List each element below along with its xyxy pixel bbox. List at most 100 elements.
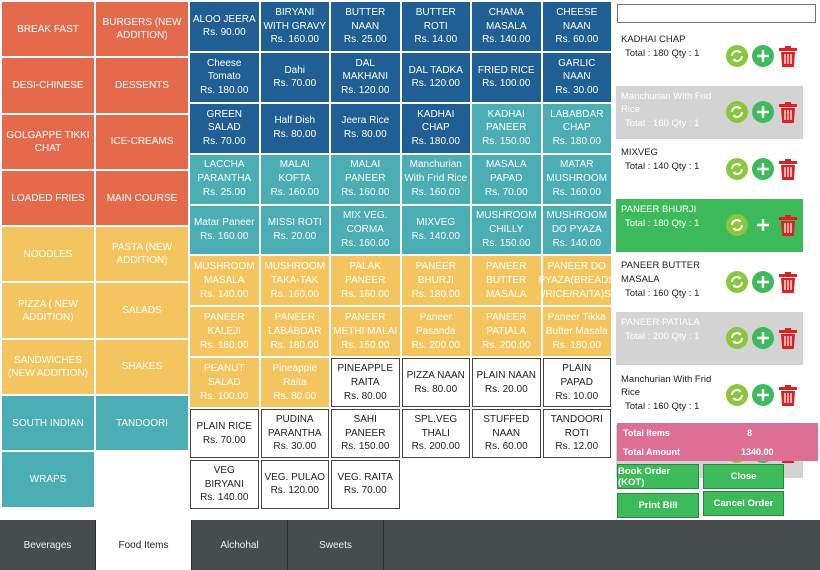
category-item[interactable]: TANDOORI — [96, 396, 188, 451]
menu-item-tile[interactable]: Matar Paneer Rs. 160.00 — [190, 205, 259, 255]
trash-icon[interactable] — [779, 327, 797, 350]
menu-item-tile[interactable]: MASALA PAPAD Rs. 70.00 — [472, 154, 541, 204]
menu-item-tile[interactable]: MIX VEG. CORMA Rs. 160.00 — [331, 205, 400, 255]
menu-item-tile[interactable]: MISSI ROTI Rs. 20.00 — [260, 205, 329, 255]
trash-icon[interactable] — [779, 158, 797, 180]
print-bill-button[interactable]: Print Bill — [617, 493, 699, 518]
search-input[interactable] — [617, 4, 816, 23]
trash-icon[interactable] — [779, 101, 797, 124]
menu-item-tile[interactable]: KADHAI PANEER Rs. 150.00 — [472, 103, 541, 153]
menu-item-tile[interactable]: BUTTER ROTI Rs. 14.00 — [401, 2, 470, 51]
menu-item-tile[interactable]: ALOO JEERA Rs. 90.00 — [190, 2, 259, 51]
menu-item-tile[interactable]: MUSHROOM TAKA-TAK Rs. 160.00 — [260, 256, 329, 306]
plus-icon[interactable] — [752, 270, 774, 293]
refresh-icon[interactable] — [726, 157, 748, 180]
trash-icon[interactable] — [779, 271, 797, 293]
category-item[interactable]: DESSENTS — [96, 58, 188, 113]
menu-item-tile[interactable]: PANEER PATIALA Rs. 200.00 — [472, 307, 541, 357]
menu-item-tile[interactable]: BUTTER NAAN Rs. 25.00 — [331, 2, 400, 51]
menu-item-tile[interactable]: PINEAPPLE RAITA Rs. 80.00 — [331, 358, 400, 408]
menu-item-tile[interactable]: PANEER BHURJI Rs. 180.00 — [401, 256, 470, 306]
category-item[interactable]: BURGERS (NEW ADDITION) — [96, 2, 188, 57]
menu-item-tile[interactable]: MALAI PANEER Rs. 160.00 — [331, 154, 400, 204]
menu-item-tile[interactable]: TANDOORI ROTI Rs. 12.00 — [542, 409, 611, 459]
menu-item-tile[interactable]: PLAIN PAPAD Rs. 10.00 — [542, 358, 611, 408]
menu-item-tile[interactable]: BIRYANI WITH GRAVY Rs. 160.00 — [260, 2, 329, 51]
menu-item-tile[interactable]: MUSHROOM CHILLY Rs. 150.00 — [472, 205, 541, 255]
menu-item-tile[interactable]: Half Dish Rs. 80.00 — [260, 103, 329, 153]
category-item[interactable]: MAIN COURSE — [96, 170, 188, 226]
category-item[interactable]: PASTA (NEW ADDITION) — [96, 227, 188, 282]
menu-item-tile[interactable]: PEANUT SALAD Rs. 100.00 — [190, 358, 259, 408]
refresh-icon[interactable] — [726, 44, 748, 67]
menu-item-tile[interactable]: VEG. PULAO Rs. 120.00 — [260, 460, 329, 509]
close-button[interactable]: Close — [703, 464, 784, 489]
plus-icon[interactable] — [752, 101, 774, 124]
menu-item-tile[interactable]: SAHI PANEER Rs. 150.00 — [331, 409, 400, 459]
menu-item-tile[interactable]: Pineapple Raita Rs. 80.00 — [260, 358, 329, 408]
trash-icon[interactable] — [779, 384, 797, 407]
plus-icon[interactable] — [752, 157, 774, 180]
menu-item-tile[interactable]: DAL TADKA Rs. 120.00 — [401, 52, 470, 102]
category-item[interactable]: ICE-CREAMS — [96, 114, 188, 169]
menu-item-tile[interactable]: Jeera Rice Rs. 80.00 — [331, 103, 400, 153]
menu-item-tile[interactable]: LABABDAR CHAP Rs. 180.00 — [542, 103, 611, 153]
tab-food-items[interactable]: Food Items — [96, 520, 192, 570]
category-item[interactable]: PIZZA ( NEW ADDITION) — [2, 283, 94, 338]
order-line-item[interactable]: Manchurian With Frid Rice Total : 160 Qty… — [616, 85, 803, 139]
menu-item-tile[interactable]: MUSHROOM MASALA Rs. 140.00 — [190, 256, 259, 306]
category-item[interactable]: NOODLES — [2, 227, 94, 282]
menu-item-tile[interactable]: PANEER METHI MALAI Rs. 150.00 — [331, 307, 400, 357]
menu-item-tile[interactable]: MUSHROOM DO PYAZA Rs. 140.00 — [542, 205, 611, 255]
menu-item-tile[interactable]: GREEN SALAD Rs. 70.00 — [190, 103, 259, 153]
menu-item-tile[interactable]: LACCHA PARANTHA Rs. 25.00 — [190, 154, 259, 204]
refresh-icon[interactable] — [726, 384, 748, 407]
book-order-kot-button[interactable]: Book Order (KOT) — [617, 464, 699, 489]
order-line-item[interactable]: MIXVEG Total : 140 Qty : 1 — [616, 142, 803, 196]
menu-item-tile[interactable]: Dahi Rs. 70.00 — [260, 52, 329, 102]
category-item[interactable]: WRAPS — [2, 452, 94, 507]
category-item[interactable]: SANDWICHES (NEW ADDITION) — [2, 339, 94, 395]
menu-item-tile[interactable]: PLAIN RICE Rs. 70.00 — [190, 409, 259, 459]
menu-item-tile[interactable]: MATAR MUSHROOM Rs. 160.00 — [542, 154, 611, 204]
refresh-icon[interactable] — [726, 101, 748, 124]
category-item[interactable]: DESI-CHINESE — [2, 58, 94, 113]
menu-item-tile[interactable]: MALAI KOFTA Rs. 160.00 — [260, 154, 329, 204]
category-item[interactable]: SALADS — [96, 283, 188, 338]
menu-item-tile[interactable]: PIZZA NAAN Rs. 80.00 — [401, 358, 470, 408]
menu-item-tile[interactable]: Paneer Tikka Butter Masala Rs. 180.00 — [542, 307, 611, 357]
cancel-order-button[interactable]: Cancel Order — [703, 491, 784, 516]
tab-sweets[interactable]: Sweets — [288, 520, 384, 570]
menu-item-tile[interactable]: PANEER DO PYAZA(BREADS /RICE/RAITA)S — [539, 256, 615, 306]
order-line-item[interactable]: PANEER BHURJI Total : 180 Qty : 1 — [616, 198, 803, 252]
refresh-icon[interactable] — [726, 214, 748, 237]
order-line-item[interactable]: PANEER PATIALA Total : 200 Qty : 1 — [616, 311, 803, 365]
menu-item-tile[interactable]: PLAIN NAAN Rs. 20.00 — [472, 358, 541, 408]
menu-item-tile[interactable]: PALAK PANEER Rs. 160.00 — [331, 256, 400, 306]
category-item[interactable]: SOUTH INDIAN — [2, 396, 94, 451]
menu-item-tile[interactable]: STUFFED NAAN Rs. 60.00 — [472, 409, 541, 459]
plus-icon[interactable] — [752, 327, 774, 350]
trash-icon[interactable] — [779, 214, 797, 237]
order-line-item[interactable]: PANEER BUTTER MASALA Total : 160 Qty : 1 — [616, 255, 803, 309]
category-item[interactable]: BREAK FAST — [2, 2, 94, 57]
trash-icon[interactable] — [779, 45, 797, 67]
menu-item-tile[interactable]: VEG BIRYANI Rs. 140.00 — [190, 460, 259, 509]
category-item[interactable]: GOLGAPPE TIKKI CHAT — [2, 114, 94, 169]
tab-alchohal[interactable]: Alchohal — [192, 520, 288, 570]
refresh-icon[interactable] — [726, 270, 748, 293]
category-item[interactable]: SHAKES — [96, 339, 188, 395]
menu-item-tile[interactable]: MIXVEG Rs. 140.00 — [401, 205, 470, 255]
order-line-item[interactable]: KADHAI CHAP Total : 180 Qty : 1 — [616, 29, 803, 82]
order-line-item[interactable]: Manchurian With Frid Rice Total : 160 Qty… — [616, 368, 803, 422]
menu-item-tile[interactable]: FRIED RICE Rs. 100.00 — [472, 52, 541, 102]
menu-item-tile[interactable]: PUDINA PARANTHA Rs. 30.00 — [260, 409, 329, 459]
category-item[interactable]: LOADED FRIES — [2, 170, 94, 226]
menu-item-tile[interactable]: SPL.VEG THALI Rs. 200.00 — [401, 409, 470, 459]
menu-item-tile[interactable]: CHEESE NAAN Rs. 60.00 — [542, 2, 611, 51]
menu-item-tile[interactable]: VEG. RAITA Rs. 70.00 — [331, 460, 400, 509]
menu-item-tile[interactable]: GARLIC NAAN Rs. 30.00 — [542, 52, 611, 102]
plus-icon[interactable] — [752, 384, 774, 407]
menu-item-tile[interactable]: Paneer Pasanda Rs. 200.00 — [401, 307, 470, 357]
plus-icon[interactable] — [752, 44, 774, 67]
